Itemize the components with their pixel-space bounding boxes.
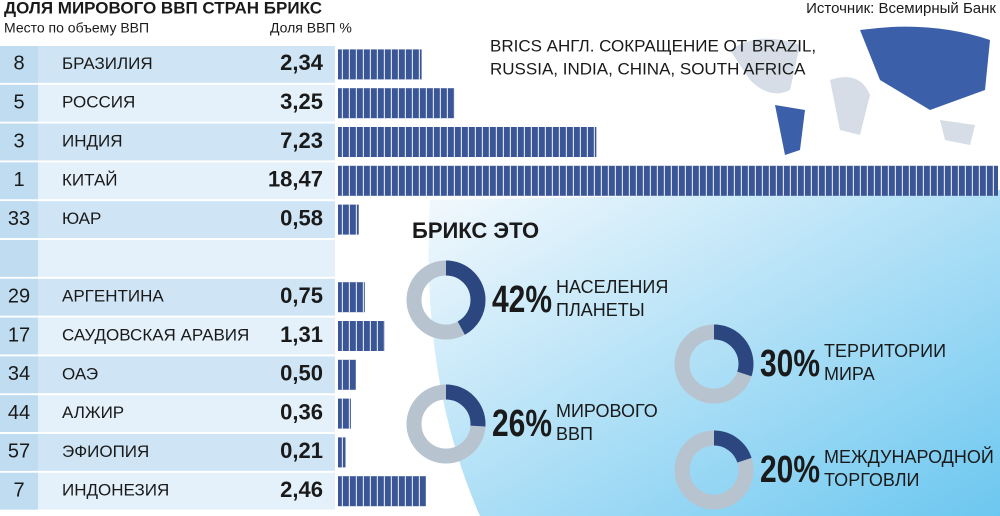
category: ЭФИОПИЯ bbox=[62, 442, 149, 461]
rank: 5 bbox=[13, 91, 24, 113]
row-background bbox=[0, 278, 335, 316]
category: АЛЖИР bbox=[62, 403, 124, 422]
row-background bbox=[0, 434, 335, 471]
rank: 29 bbox=[8, 285, 30, 307]
donut-value: 30% bbox=[760, 343, 820, 385]
value-label: 2,34 bbox=[280, 50, 324, 75]
bar-segments bbox=[338, 282, 365, 313]
value-label: 0,58 bbox=[280, 205, 323, 230]
value-label: 3,25 bbox=[280, 89, 323, 114]
value-header: Доля ВВП % bbox=[270, 20, 352, 36]
donut-value: 20% bbox=[760, 449, 820, 491]
rank: 57 bbox=[8, 441, 30, 463]
value-label: 7,23 bbox=[280, 128, 323, 153]
donut-label: МИРА bbox=[824, 364, 875, 384]
value-label: 0,50 bbox=[280, 361, 323, 386]
rank: 1 bbox=[13, 169, 24, 191]
row-background bbox=[0, 84, 335, 122]
bar-segments bbox=[338, 437, 346, 468]
bar-segments bbox=[338, 204, 359, 235]
donut-label: ПЛАНЕТЫ bbox=[556, 300, 645, 320]
rank-background bbox=[0, 201, 38, 238]
world-map bbox=[730, 26, 990, 155]
bar-segments bbox=[338, 476, 426, 507]
rank-background bbox=[0, 84, 38, 122]
rank: 17 bbox=[8, 324, 30, 346]
donut-title: БРИКС ЭТО bbox=[412, 218, 539, 243]
rank-background bbox=[0, 162, 38, 200]
bar-segments bbox=[338, 398, 351, 429]
row-background bbox=[0, 201, 335, 238]
category: БРАЗИЛИЯ bbox=[62, 54, 153, 73]
row-background bbox=[0, 395, 335, 432]
value-label: 2,46 bbox=[280, 477, 323, 502]
rank: 44 bbox=[8, 402, 30, 424]
value-label: 1,31 bbox=[280, 322, 323, 347]
source: Источник: Всемирный Банк bbox=[806, 0, 996, 17]
rank-header: Место по объему ВВП bbox=[4, 20, 149, 36]
rank: 3 bbox=[13, 130, 24, 152]
row-background bbox=[0, 46, 335, 83]
donut-value: 26% bbox=[492, 403, 552, 445]
rank: 34 bbox=[8, 363, 30, 385]
row-background bbox=[0, 240, 335, 277]
bar-segments bbox=[338, 49, 422, 80]
rank-background bbox=[0, 317, 38, 355]
title: ДОЛЯ МИРОВОГО ВВП СТРАН БРИКС bbox=[4, 0, 322, 17]
donut-segment bbox=[406, 260, 486, 340]
donut-label: ВВП bbox=[556, 424, 593, 444]
donut-label: МИРОВОГО bbox=[556, 401, 658, 421]
rank: 8 bbox=[13, 53, 24, 75]
category: ИНДОНЕЗИЯ bbox=[62, 481, 169, 500]
donut-segment bbox=[674, 324, 754, 404]
category: ЮАР bbox=[62, 209, 101, 228]
value-label: 0,75 bbox=[280, 283, 323, 308]
category: ОАЭ bbox=[62, 364, 98, 383]
rank-background bbox=[0, 123, 38, 161]
category: ИНДИЯ bbox=[62, 131, 123, 150]
donut-label: НАСЕЛЕНИЯ bbox=[556, 277, 668, 297]
bar-segments bbox=[338, 359, 356, 390]
rank-background bbox=[0, 395, 38, 432]
donut-segment bbox=[406, 384, 486, 464]
donut-segment bbox=[674, 430, 754, 510]
value-label: 0,21 bbox=[280, 438, 323, 463]
donut-label: ТОРГОВЛИ bbox=[824, 470, 919, 490]
bar-segments bbox=[338, 127, 597, 157]
category: РОССИЯ bbox=[62, 93, 135, 112]
note-line: BRICS АНГЛ. СОКРАЩЕНИЕ ОТ BRAZIL, bbox=[490, 36, 816, 55]
rank-background bbox=[0, 278, 38, 316]
bar-segments bbox=[338, 165, 998, 196]
row-background bbox=[0, 162, 335, 200]
donut-label: ТЕРРИТОРИИ bbox=[824, 341, 946, 361]
category: КИТАЙ bbox=[62, 170, 118, 189]
category: САУДОВСКАЯ АРАВИЯ bbox=[62, 325, 249, 344]
row-background bbox=[0, 356, 335, 394]
note-line: RUSSIA, INDIA, CHINA, SOUTH AFRICA bbox=[490, 59, 806, 78]
rank: 7 bbox=[13, 479, 24, 501]
rank: 33 bbox=[8, 208, 30, 230]
background-panel bbox=[428, 190, 1000, 516]
rank-background bbox=[0, 472, 38, 510]
rank-background bbox=[0, 356, 38, 394]
row-background bbox=[0, 317, 335, 355]
rank-background bbox=[0, 46, 38, 83]
row-background bbox=[0, 472, 335, 510]
category: АРГЕНТИНА bbox=[62, 287, 164, 306]
value-label: 18,47 bbox=[268, 167, 323, 192]
rank-background bbox=[0, 434, 38, 471]
row-background bbox=[0, 123, 335, 161]
rank-background bbox=[0, 240, 38, 277]
bar-segments bbox=[338, 321, 385, 351]
value-label: 0,36 bbox=[280, 399, 323, 424]
donut-value: 42% bbox=[492, 279, 552, 321]
bar-segments bbox=[338, 88, 455, 119]
donut-label: МЕЖДУНАРОДНОЙ bbox=[824, 446, 994, 467]
